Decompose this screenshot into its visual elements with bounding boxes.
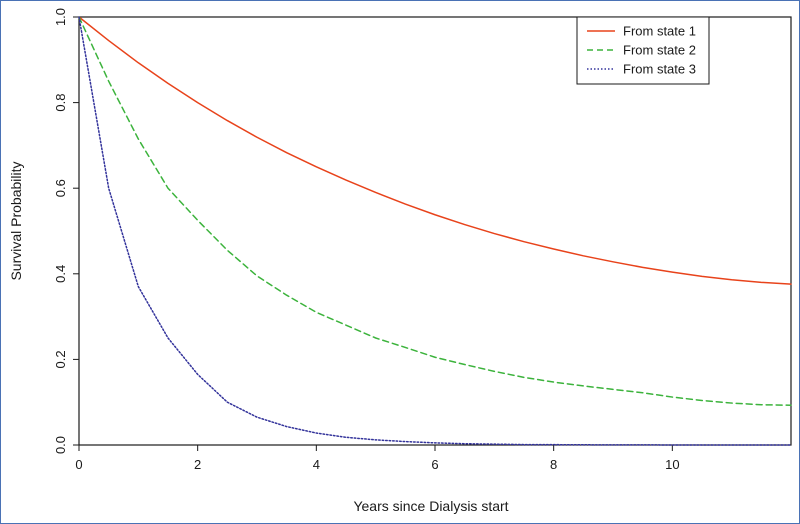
legend: From state 1 From state 2 From state 3 [576,16,710,85]
y-tick-label: 0.4 [53,265,68,283]
x-axis-title: Years since Dialysis start [353,498,508,514]
series-line-1 [78,16,792,285]
legend-label-2: From state 2 [623,43,696,58]
y-tick-label: 1.0 [53,8,68,26]
x-tick-label: 10 [665,457,679,472]
y-tick-label: 0.6 [53,179,68,197]
legend-label-3: From state 3 [623,62,696,77]
x-tick-label: 6 [431,457,438,472]
x-tick-label: 0 [75,457,82,472]
x-tick-label: 2 [194,457,201,472]
y-tick-label: 0.2 [53,350,68,368]
x-tick-label: 4 [313,457,320,472]
x-tick-label: 8 [550,457,557,472]
y-axis-title: Survival Probability [8,161,24,280]
series-layer [78,16,792,446]
legend-label-1: From state 1 [623,24,696,39]
y-tick-label: 0.0 [53,436,68,454]
series-line-3 [78,16,792,446]
y-tick-label: 0.8 [53,94,68,112]
axes: 0 2 4 6 8 10 0.0 0.2 0.4 0.6 0.8 1.0 [53,8,792,472]
series-line-2 [78,16,792,406]
